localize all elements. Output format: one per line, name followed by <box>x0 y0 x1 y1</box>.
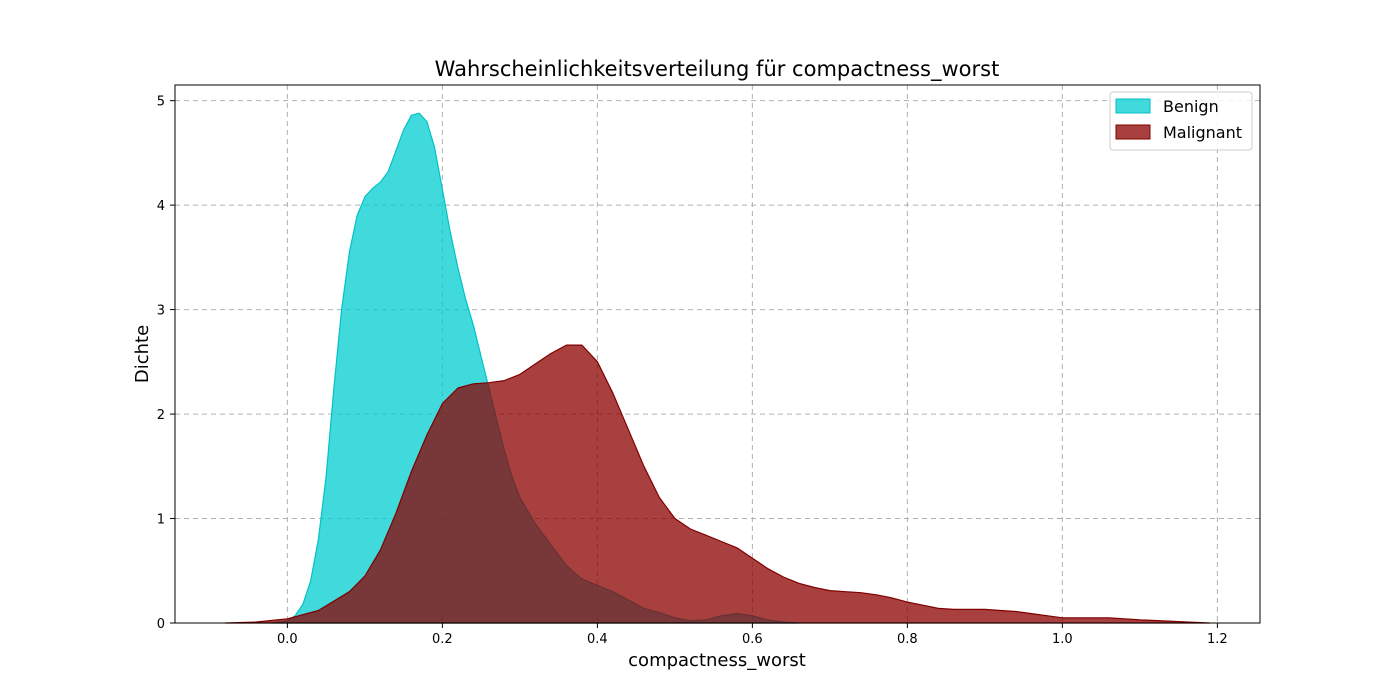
y-tick-label-1: 1 <box>157 513 165 528</box>
y-axis-ticks: 0 1 2 3 4 5 <box>157 95 175 632</box>
x-tick-label-3: 0.6 <box>742 632 763 647</box>
y-tick-label-3: 3 <box>157 304 165 319</box>
density-area-malignant <box>224 344 1211 624</box>
density-areas <box>224 112 1211 624</box>
y-tick-label-4: 4 <box>157 199 165 214</box>
y-axis-title: Dichte <box>132 325 153 383</box>
legend-label-malignant: Malignant <box>1163 123 1242 142</box>
legend-label-benign: Benign <box>1163 97 1219 116</box>
legend: Benign Malignant <box>1109 91 1253 151</box>
x-tick-label-2: 0.4 <box>587 632 608 647</box>
y-tick-label-5: 5 <box>157 95 165 110</box>
plot-frame <box>174 84 1261 624</box>
x-tick-label-5: 1.0 <box>1052 632 1073 647</box>
x-tick-label-1: 0.2 <box>432 632 453 647</box>
x-tick-label-4: 0.8 <box>897 632 918 647</box>
y-tick-label-2: 2 <box>157 408 165 423</box>
x-axis-ticks: 0.0 0.2 0.4 0.6 0.8 1.0 1.2 <box>277 623 1228 647</box>
chart-title: Wahrscheinlichkeitsverteilung für compac… <box>435 57 1000 82</box>
x-axis-title: compactness_worst <box>628 650 806 671</box>
legend-swatch-malignant <box>1115 124 1151 140</box>
x-tick-label-6: 1.2 <box>1207 632 1228 647</box>
legend-swatch-benign <box>1115 98 1151 114</box>
y-tick-label-0: 0 <box>157 617 165 632</box>
x-tick-label-0: 0.0 <box>277 632 298 647</box>
